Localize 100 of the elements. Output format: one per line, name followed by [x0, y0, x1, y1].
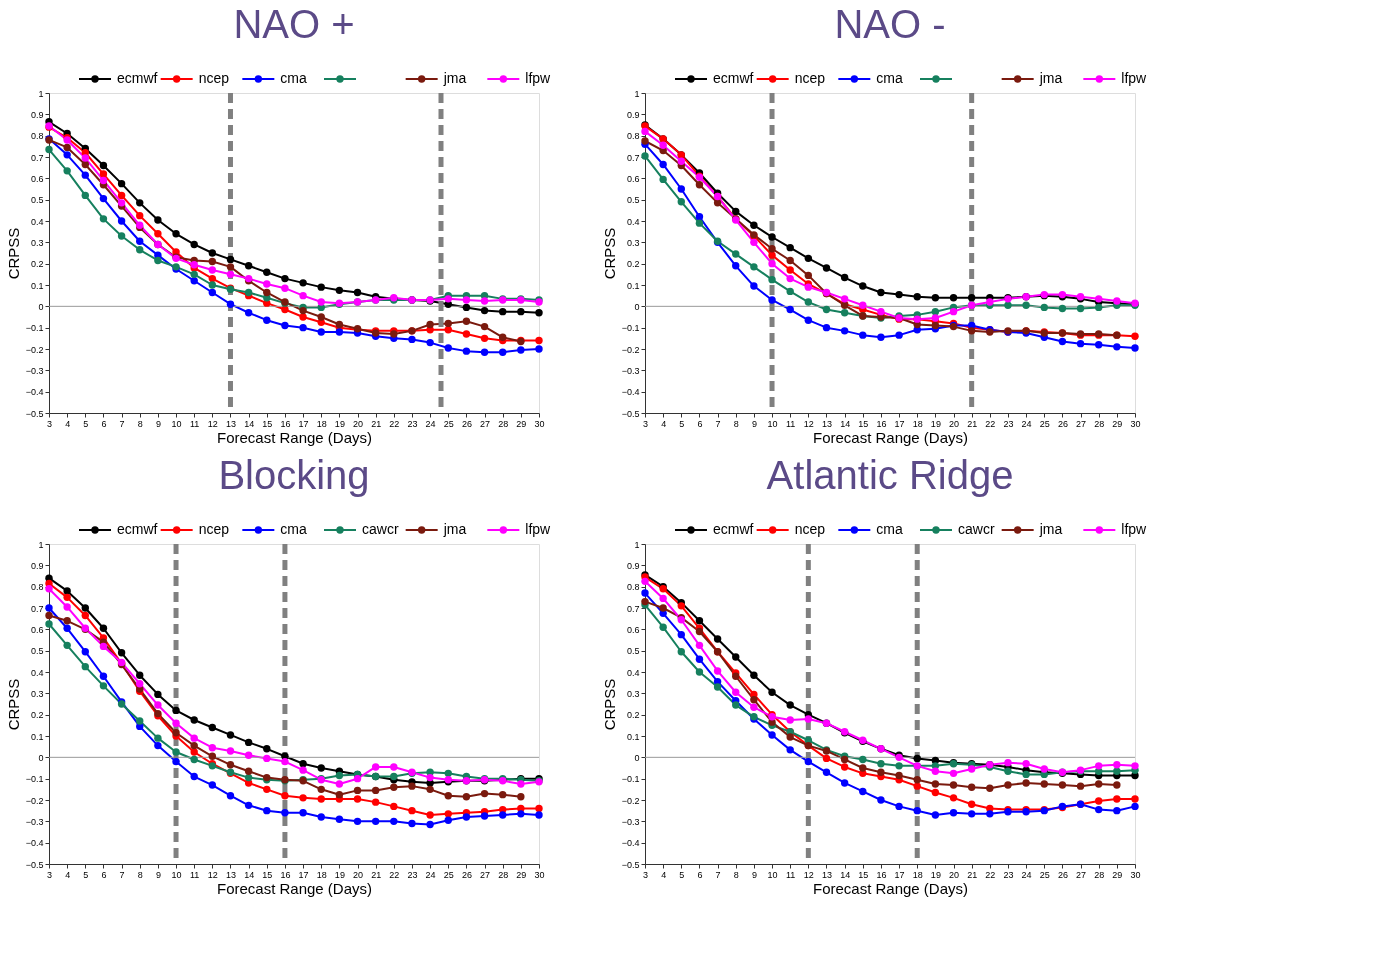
- x-tick-label: 23: [407, 418, 418, 429]
- x-tick-label: 11: [190, 869, 200, 880]
- x-tick-label: 12: [803, 869, 814, 880]
- x-tick-label: 22: [985, 869, 996, 880]
- x-tick-label: 28: [498, 869, 509, 880]
- y-tick-label: 0.2: [30, 710, 44, 721]
- x-tick-label: 19: [930, 869, 941, 880]
- x-tick-label: 4: [65, 869, 71, 880]
- y-tick-label: −0.1: [25, 774, 44, 785]
- x-tick-label: 4: [65, 418, 71, 429]
- x-tick-label: 17: [894, 869, 905, 880]
- x-tick-label: 24: [1021, 418, 1032, 429]
- x-tick-label: 30: [534, 869, 545, 880]
- x-tick-label: 18: [912, 418, 923, 429]
- y-tick-label: 0.4: [626, 216, 640, 227]
- x-tick-label: 25: [1039, 418, 1050, 429]
- x-tick-label: 14: [244, 418, 255, 429]
- legend-label: cma: [876, 70, 903, 86]
- y-tick-label: 0.7: [30, 152, 44, 163]
- x-tick-label: 21: [967, 418, 978, 429]
- x-tick-label: 10: [171, 869, 182, 880]
- x-tick-label: 8: [137, 418, 143, 429]
- legend-label: cawcr: [958, 521, 995, 537]
- x-tick-label: 17: [298, 418, 309, 429]
- y-tick-label: 0.5: [30, 646, 44, 657]
- x-tick-label: 6: [101, 869, 107, 880]
- y-tick-label: 0: [38, 752, 44, 763]
- x-tick-label: 13: [821, 869, 832, 880]
- y-tick-label: 0.4: [30, 667, 44, 678]
- x-tick-label: 12: [207, 869, 218, 880]
- y-tick-label: −0.5: [25, 408, 44, 419]
- x-tick-label: 20: [949, 869, 960, 880]
- legend-label: cma: [280, 521, 307, 537]
- x-tick-label: 18: [912, 869, 923, 880]
- x-tick-label: 11: [190, 418, 200, 429]
- x-tick-label: 10: [767, 869, 778, 880]
- x-tick-label: 26: [1057, 418, 1068, 429]
- x-tick-label: 6: [697, 869, 703, 880]
- x-tick-label: 11: [786, 869, 796, 880]
- x-tick-label: 10: [767, 418, 778, 429]
- x-tick-label: 21: [371, 418, 382, 429]
- x-tick-label: 5: [679, 418, 685, 429]
- x-tick-label: 27: [480, 869, 491, 880]
- x-tick-label: 21: [967, 869, 978, 880]
- y-tick-label: 1: [634, 539, 640, 550]
- x-tick-label: 15: [858, 418, 869, 429]
- x-axis-title: Forecast Range (Days): [216, 879, 373, 897]
- y-tick-label: 0.7: [626, 603, 640, 614]
- x-tick-label: 15: [858, 869, 869, 880]
- legend-label: ecmwf: [713, 70, 754, 86]
- y-tick-label: 0.1: [30, 731, 44, 742]
- x-tick-label: 12: [207, 418, 218, 429]
- y-tick-label: 0: [634, 752, 640, 763]
- x-tick-label: 22: [389, 869, 400, 880]
- y-tick-label: 0.9: [626, 109, 640, 120]
- legend-label: lfpw: [1121, 521, 1148, 537]
- x-tick-label: 13: [821, 418, 832, 429]
- x-tick-label: 4: [661, 869, 667, 880]
- y-tick-label: 0.9: [626, 560, 640, 571]
- y-tick-label: −0.2: [621, 344, 640, 355]
- y-tick-label: 1: [634, 88, 640, 99]
- x-tick-label: 30: [534, 418, 545, 429]
- legend-label: ecmwf: [117, 70, 158, 86]
- y-tick-label: 0.9: [30, 109, 44, 120]
- x-tick-label: 4: [661, 418, 667, 429]
- x-tick-label: 25: [443, 418, 454, 429]
- x-tick-label: 9: [751, 418, 757, 429]
- x-tick-label: 11: [786, 418, 796, 429]
- y-tick-label: 0.2: [30, 259, 44, 270]
- y-tick-label: −0.1: [621, 323, 640, 334]
- y-tick-label: −0.2: [25, 344, 44, 355]
- x-tick-label: 19: [334, 418, 345, 429]
- x-tick-label: 15: [262, 418, 273, 429]
- y-tick-label: 1: [38, 88, 44, 99]
- y-tick-label: 0.3: [30, 688, 44, 699]
- legend-label: jma: [1038, 521, 1063, 537]
- x-tick-label: 20: [353, 418, 364, 429]
- y-tick-label: 0.1: [626, 280, 640, 291]
- x-axis-title: Forecast Range (Days): [812, 428, 969, 446]
- x-tick-label: 28: [1094, 418, 1105, 429]
- x-tick-label: 8: [733, 418, 739, 429]
- y-tick-label: 0.5: [626, 195, 640, 206]
- x-tick-label: 25: [1039, 869, 1050, 880]
- y-tick-label: −0.4: [25, 387, 44, 398]
- x-tick-label: 29: [516, 869, 527, 880]
- chart-title: NAO -: [834, 2, 946, 46]
- y-tick-label: 0.3: [30, 237, 44, 248]
- y-tick-label: 0.6: [30, 173, 44, 184]
- x-tick-label: 14: [840, 869, 851, 880]
- x-tick-label: 3: [46, 418, 53, 429]
- legend-label: cawcr: [362, 521, 399, 537]
- x-tick-label: 22: [985, 418, 996, 429]
- x-tick-label: 7: [715, 418, 721, 429]
- x-tick-label: 21: [371, 869, 382, 880]
- y-tick-label: −0.3: [621, 816, 640, 827]
- x-tick-label: 9: [155, 418, 161, 429]
- y-axis-title: CRPSS: [4, 227, 22, 280]
- y-tick-label: −0.3: [621, 365, 640, 376]
- x-tick-label: 25: [443, 869, 454, 880]
- legend-label: ncep: [198, 521, 230, 537]
